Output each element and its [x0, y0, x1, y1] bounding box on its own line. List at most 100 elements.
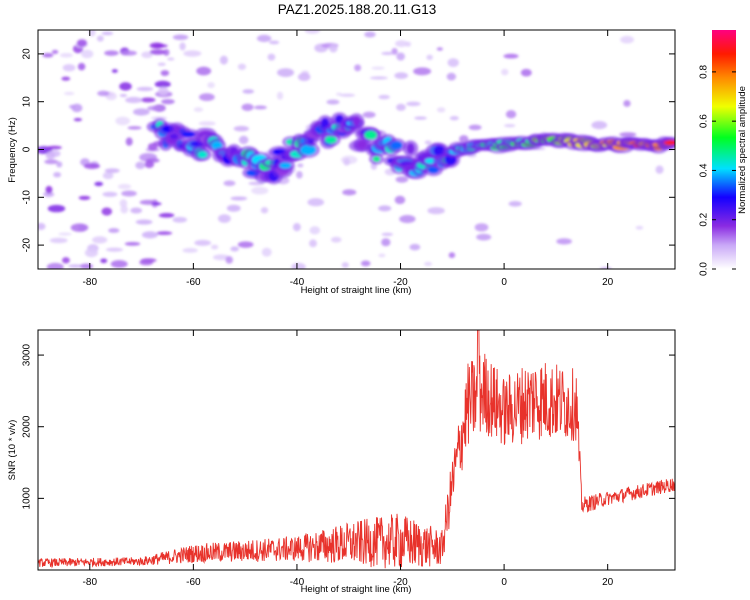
spectral-noise-blob — [330, 236, 342, 243]
spectrogram-y-axis: -20 -10 0 10 20 — [22, 48, 675, 252]
spectral-noise-blob — [381, 51, 395, 55]
spectral-noise-blob — [56, 161, 63, 168]
spectral-noise-blob — [241, 103, 254, 111]
spectral-noise-blob — [292, 223, 301, 232]
spectral-noise-blob — [230, 246, 240, 252]
colorbar-tick-label: 0.6 — [699, 114, 710, 128]
spectral-noise-blob — [163, 48, 170, 56]
spectral-noise-blob — [42, 53, 54, 58]
colorbar-ticks: 0.0 0.2 0.4 0.6 0.8 — [699, 64, 736, 276]
spectral-ridge-blob — [433, 145, 445, 157]
spectral-noise-blob — [413, 67, 432, 76]
spectral-noise-blob — [63, 91, 75, 96]
spectral-noise-blob — [261, 247, 272, 257]
spectral-noise-blob — [599, 266, 612, 269]
spectral-noise-blob — [172, 216, 188, 223]
spectral-noise-blob — [124, 241, 141, 246]
spectral-noise-blob — [198, 121, 216, 126]
spectral-noise-blob — [297, 72, 311, 82]
spectral-noise-blob — [135, 161, 146, 170]
spectral-noise-blob — [198, 93, 215, 101]
spectral-noise-blob — [620, 35, 635, 44]
colorbar-gradient — [712, 30, 736, 269]
spectral-noise-blob — [117, 183, 132, 190]
spectral-noise-blob — [655, 165, 664, 174]
spectral-noise-blob — [83, 163, 101, 170]
spectral-noise-blob — [226, 204, 241, 212]
spectral-noise-blob — [623, 100, 631, 107]
spectral-noise-blob — [503, 53, 519, 59]
spectral-noise-blob — [362, 111, 376, 118]
spectral-ridge-blob — [197, 151, 208, 159]
spectral-noise-blob — [111, 69, 118, 73]
spectral-ridge-blob — [279, 162, 292, 169]
x-tick-label: -40 — [290, 577, 305, 588]
spectral-ridge-blob — [352, 116, 361, 126]
spectral-noise-blob — [151, 202, 162, 206]
spectral-noise-blob — [476, 233, 492, 241]
spectral-noise-blob — [447, 58, 459, 68]
snr-frame — [37, 329, 676, 571]
spectral-noise-blob — [102, 171, 114, 180]
spectral-noise-blob — [436, 107, 446, 113]
y-tick-label: 10 — [22, 96, 33, 108]
spectral-noise-blob — [139, 259, 154, 266]
spectral-ridge-blob — [325, 135, 337, 144]
x-tick-label: 0 — [501, 577, 507, 588]
spectral-ridge-blob — [373, 156, 380, 162]
spectral-noise-blob — [619, 132, 637, 137]
spectral-noise-blob — [307, 198, 325, 207]
spectral-noise-blob — [459, 135, 469, 143]
x-tick-label: -20 — [393, 577, 408, 588]
spectral-noise-blob — [88, 30, 96, 37]
spectral-noise-blob — [110, 260, 128, 268]
spectral-ridge-blob — [357, 140, 367, 150]
spectral-noise-blob — [468, 124, 482, 131]
spectral-noise-blob — [121, 190, 137, 197]
spectrogram-x-axis: -80 -60 -40 -20 0 20 — [83, 30, 614, 288]
spectral-noise-blob — [101, 31, 114, 36]
spectral-noise-blob — [426, 54, 433, 61]
spectral-noise-blob — [130, 207, 143, 214]
snr-x-axis-title: Height of straight line (km) — [301, 584, 412, 595]
spectral-noise-blob — [449, 116, 459, 121]
spectral-noise-blob — [378, 205, 392, 212]
spectral-noise-blob — [182, 248, 198, 253]
spectral-ridge-blob — [181, 131, 196, 137]
spectral-noise-blob — [395, 176, 409, 183]
spectral-noise-blob — [53, 172, 62, 178]
spectral-noise-blob — [436, 47, 443, 51]
spectral-noise-blob — [268, 40, 280, 45]
x-tick-label: -80 — [83, 277, 98, 288]
spectral-noise-blob — [267, 53, 276, 61]
spectral-noise-blob — [149, 49, 166, 55]
spectral-noise-blob — [47, 204, 66, 213]
spectral-noise-blob — [378, 94, 390, 100]
spectral-noise-blob — [102, 191, 118, 197]
spectral-noise-blob — [140, 97, 156, 103]
spectral-noise-blob — [141, 231, 158, 239]
spectrogram-heatmap — [38, 30, 675, 269]
x-tick-label: -20 — [393, 277, 408, 288]
spectral-noise-blob — [81, 49, 94, 59]
spectral-noise-blob — [237, 241, 254, 248]
spectral-noise-blob — [147, 142, 158, 151]
spectrogram-panel: -80 -60 -40 -20 0 20 -20 -10 0 10 20 Height of st… — [7, 29, 676, 296]
spectral-noise-blob — [505, 110, 517, 119]
spectral-noise-blob — [115, 116, 131, 126]
spectral-noise-blob — [414, 116, 427, 120]
spectral-noise-blob — [121, 50, 137, 56]
spectral-noise-blob — [260, 207, 269, 214]
x-tick-label: 20 — [602, 277, 614, 288]
spectral-noise-blob — [77, 62, 86, 71]
spectral-noise-blob — [212, 254, 230, 261]
spectral-noise-blob — [378, 253, 386, 258]
spectral-noise-blob — [399, 215, 416, 224]
spectral-noise-blob — [179, 42, 186, 51]
spectral-noise-blob — [395, 103, 406, 111]
spectral-noise-blob — [341, 262, 349, 268]
colorbar: 0.0 0.2 0.4 0.6 0.8 Normalized spectral ampl… — [699, 30, 748, 276]
spectral-noise-blob — [371, 66, 385, 70]
spectral-noise-blob — [59, 52, 73, 58]
spectral-noise-blob — [94, 181, 104, 187]
